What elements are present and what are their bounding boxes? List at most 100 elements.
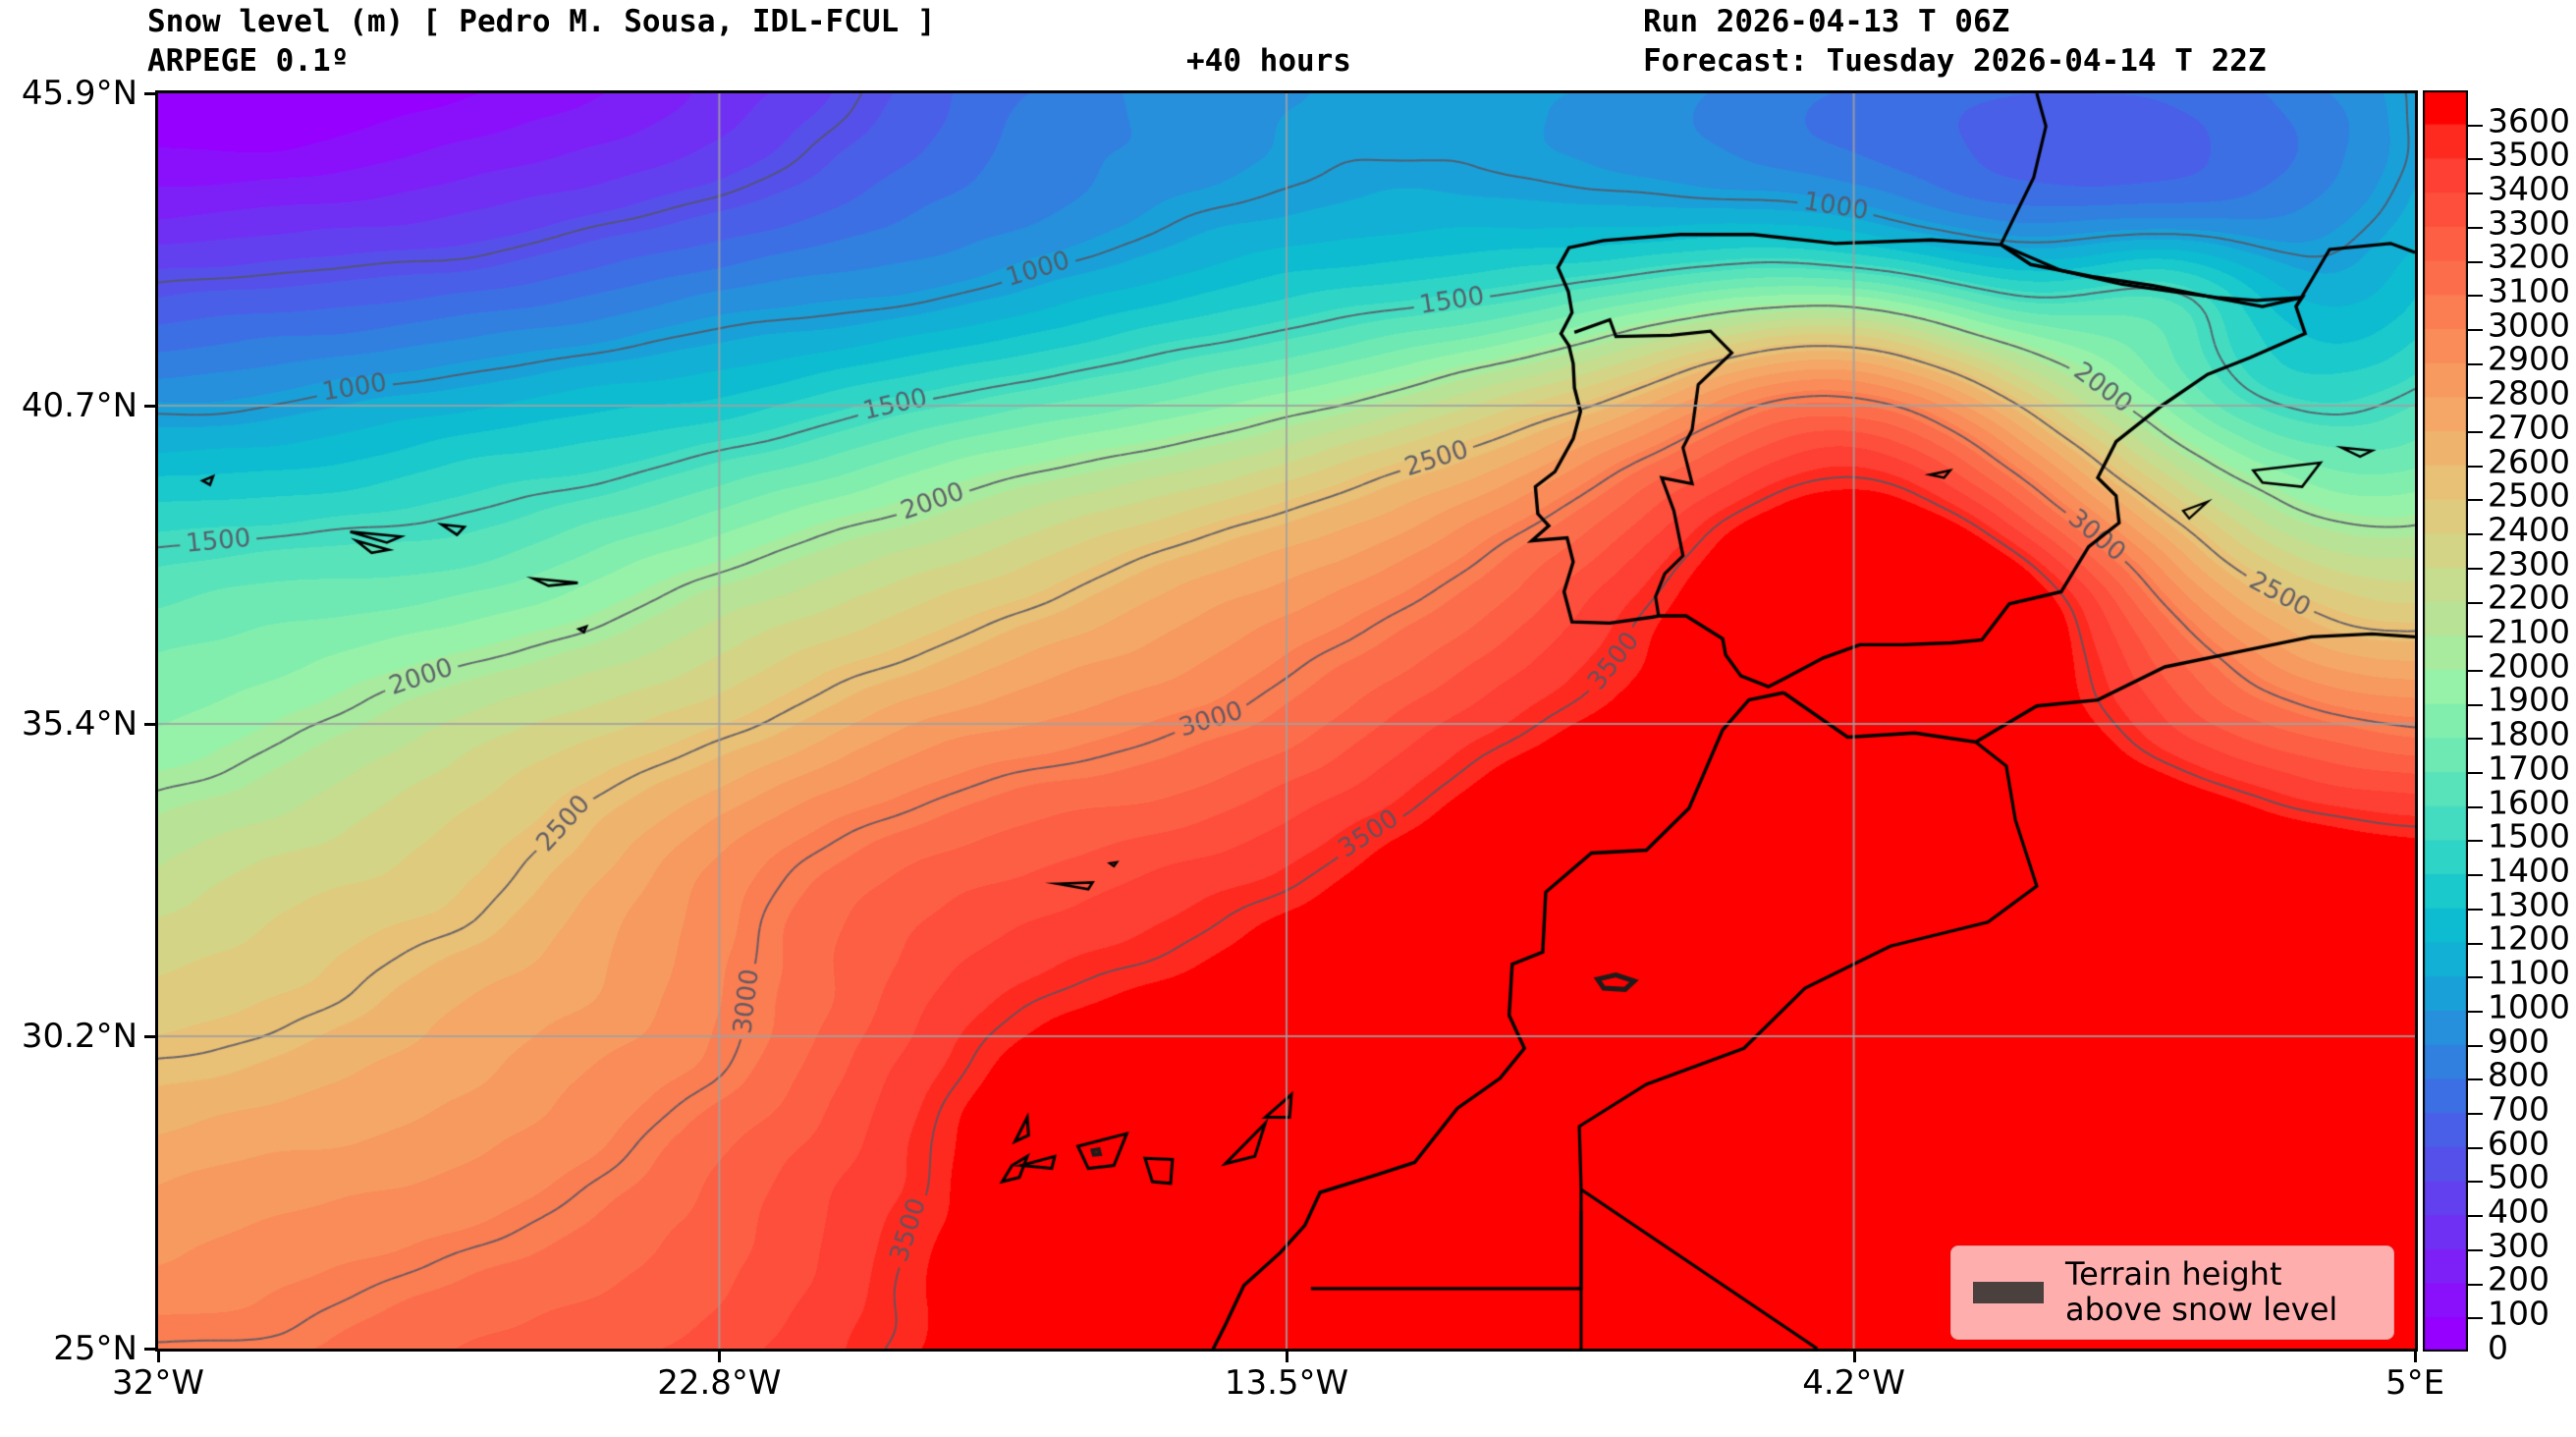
- colorbar-tick-27: [2468, 1044, 2483, 1047]
- colorbar-tick-15: [2468, 636, 2483, 638]
- y-axis-tick-mark-4: [144, 1348, 155, 1351]
- colorbar-tick-11: [2468, 499, 2483, 502]
- model-label: ARPEGE 0.1º: [147, 43, 350, 79]
- colorbar-tick-label-19: 1700: [2488, 748, 2570, 788]
- colorbar-tick-label-30: 600: [2488, 1124, 2549, 1163]
- header-banner: Snow level (m) [ Pedro M. Sousa, IDL-FCU…: [0, 0, 2576, 90]
- colorbar-tick-1: [2468, 158, 2483, 161]
- colorbar-tick-label-17: 1900: [2488, 680, 2570, 719]
- y-axis-tick-label-4: 25°N: [53, 1329, 137, 1368]
- colorbar-tick-24: [2468, 942, 2483, 945]
- colorbar-tick-35: [2468, 1317, 2483, 1320]
- colorbar-tick-29: [2468, 1113, 2483, 1116]
- colorbar-tick-6: [2468, 328, 2483, 331]
- y-axis-tick-label-3: 30.2°N: [21, 1017, 137, 1057]
- y-axis-tick-label-1: 40.7°N: [21, 385, 137, 425]
- colorbar-gradient: [2423, 90, 2468, 1352]
- colorbar-tick-label-33: 300: [2488, 1226, 2549, 1265]
- colorbar-tick-7: [2468, 362, 2483, 365]
- colorbar-tick-9: [2468, 431, 2483, 434]
- colorbar-tick-label-0: 3600: [2488, 101, 2570, 140]
- colorbar-tick-0: [2468, 124, 2483, 127]
- colorbar-tick-17: [2468, 703, 2483, 706]
- x-axis-tick-mark-0: [157, 1352, 160, 1362]
- colorbar-tick-label-21: 1500: [2488, 816, 2570, 856]
- colorbar-tick-25: [2468, 976, 2483, 979]
- colorbar-tick-23: [2468, 908, 2483, 911]
- x-axis-tick-label-4: 5°E: [2384, 1363, 2445, 1403]
- colorbar-tick-label-3: 3300: [2488, 203, 2570, 243]
- x-axis-tick-mark-1: [718, 1352, 722, 1362]
- colorbar-tick-2: [2468, 193, 2483, 195]
- colorbar-tick-label-35: 100: [2488, 1294, 2549, 1333]
- colorbar-tick-32: [2468, 1215, 2483, 1218]
- x-axis-tick-mark-4: [2414, 1352, 2417, 1362]
- colorbar-tick-label-16: 2000: [2488, 646, 2570, 686]
- colorbar-tick-12: [2468, 533, 2483, 536]
- colorbar-tick-label-26: 1000: [2488, 987, 2570, 1026]
- lead-time-label: +40 hours: [1186, 43, 1351, 79]
- colorbar-tick-18: [2468, 738, 2483, 741]
- colorbar-tick-label-27: 900: [2488, 1022, 2549, 1060]
- colorbar-tick-34: [2468, 1283, 2483, 1286]
- colorbar-tick-label-9: 2700: [2488, 408, 2570, 447]
- terrain-legend-box: Terrain height above snow level: [1950, 1245, 2394, 1340]
- y-axis-tick-mark-0: [144, 92, 155, 95]
- y-axis-tick-mark-2: [144, 723, 155, 727]
- x-axis-tick-mark-3: [1852, 1352, 1856, 1362]
- colorbar-tick-label-34: 200: [2488, 1259, 2549, 1299]
- colorbar-tick-label-18: 1800: [2488, 714, 2570, 753]
- colorbar-tick-label-20: 1600: [2488, 783, 2570, 822]
- colorbar-tick-label-31: 500: [2488, 1157, 2549, 1196]
- colorbar-tick-label-36: 0: [2488, 1328, 2508, 1367]
- colorbar-tick-label-4: 3200: [2488, 237, 2570, 276]
- colorbar[interactable]: [2423, 90, 2468, 1352]
- colorbar-tick-8: [2468, 397, 2483, 400]
- colorbar-tick-21: [2468, 840, 2483, 843]
- x-axis-tick-label-2: 13.5°W: [1224, 1363, 1349, 1403]
- colorbar-tick-20: [2468, 805, 2483, 808]
- colorbar-tick-label-13: 2300: [2488, 544, 2570, 583]
- colorbar-tick-label-29: 700: [2488, 1089, 2549, 1129]
- colorbar-tick-19: [2468, 772, 2483, 775]
- map-plot-area[interactable]: [155, 90, 2418, 1352]
- colorbar-tick-5: [2468, 295, 2483, 298]
- x-axis-tick-label-1: 22.8°W: [657, 1363, 782, 1403]
- terrain-legend-text: Terrain height above snow level: [2065, 1256, 2338, 1328]
- colorbar-tick-14: [2468, 601, 2483, 604]
- x-axis-tick-label-0: 32°W: [112, 1363, 204, 1403]
- y-axis-tick-mark-3: [144, 1035, 155, 1039]
- y-axis-tick-label-2: 35.4°N: [21, 704, 137, 745]
- colorbar-tick-22: [2468, 874, 2483, 877]
- colorbar-tick-10: [2468, 465, 2483, 468]
- forecast-valid-label: Forecast: Tuesday 2026-04-14 T 22Z: [1643, 43, 2267, 79]
- colorbar-tick-33: [2468, 1248, 2483, 1251]
- y-axis-tick-mark-1: [144, 404, 155, 408]
- colorbar-tick-13: [2468, 567, 2483, 570]
- colorbar-tick-label-23: 1300: [2488, 885, 2570, 924]
- colorbar-tick-label-7: 2900: [2488, 339, 2570, 378]
- colorbar-tick-label-6: 3000: [2488, 305, 2570, 345]
- colorbar-tick-3: [2468, 226, 2483, 229]
- colorbar-tick-30: [2468, 1146, 2483, 1149]
- x-axis-tick-label-3: 4.2°W: [1802, 1363, 1905, 1403]
- y-axis-tick-label-0: 45.9°N: [21, 74, 137, 113]
- colorbar-tick-label-15: 2100: [2488, 612, 2570, 651]
- colorbar-tick-4: [2468, 260, 2483, 263]
- colorbar-tick-28: [2468, 1078, 2483, 1081]
- colorbar-tick-label-24: 1200: [2488, 918, 2570, 958]
- run-time-label: Run 2026-04-13 T 06Z: [1643, 4, 2010, 39]
- colorbar-tick-label-10: 2600: [2488, 442, 2570, 481]
- colorbar-tick-label-5: 3100: [2488, 271, 2570, 310]
- colorbar-tick-label-2: 3400: [2488, 169, 2570, 208]
- colorbar-tick-label-12: 2400: [2488, 510, 2570, 549]
- colorbar-tick-31: [2468, 1181, 2483, 1184]
- colorbar-tick-label-1: 3500: [2488, 135, 2570, 174]
- colorbar-tick-label-28: 800: [2488, 1055, 2549, 1094]
- terrain-line-swatch: [1973, 1282, 2044, 1303]
- legend-line-2: above snow level: [2065, 1291, 2338, 1328]
- colorbar-tick-label-22: 1400: [2488, 851, 2570, 890]
- graticule-grid-layer: [158, 93, 2415, 1349]
- plot-title: Snow level (m) [ Pedro M. Sousa, IDL-FCU…: [147, 4, 936, 39]
- colorbar-tick-label-25: 1100: [2488, 953, 2570, 992]
